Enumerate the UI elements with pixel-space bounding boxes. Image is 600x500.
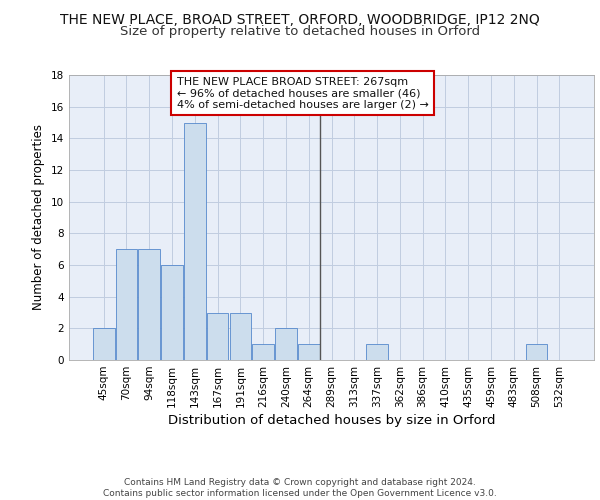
Bar <box>207 312 229 360</box>
Bar <box>366 344 388 360</box>
Bar <box>526 344 547 360</box>
Bar <box>230 312 251 360</box>
Bar <box>116 249 137 360</box>
Bar <box>93 328 115 360</box>
Text: THE NEW PLACE BROAD STREET: 267sqm
← 96% of detached houses are smaller (46)
4% : THE NEW PLACE BROAD STREET: 267sqm ← 96%… <box>176 76 428 110</box>
Bar <box>139 249 160 360</box>
Text: Size of property relative to detached houses in Orford: Size of property relative to detached ho… <box>120 25 480 38</box>
Text: THE NEW PLACE, BROAD STREET, ORFORD, WOODBRIDGE, IP12 2NQ: THE NEW PLACE, BROAD STREET, ORFORD, WOO… <box>60 12 540 26</box>
Bar <box>298 344 320 360</box>
Bar <box>184 122 206 360</box>
Bar <box>275 328 297 360</box>
Bar <box>161 265 183 360</box>
Bar <box>253 344 274 360</box>
X-axis label: Distribution of detached houses by size in Orford: Distribution of detached houses by size … <box>168 414 495 427</box>
Text: Contains HM Land Registry data © Crown copyright and database right 2024.
Contai: Contains HM Land Registry data © Crown c… <box>103 478 497 498</box>
Y-axis label: Number of detached properties: Number of detached properties <box>32 124 46 310</box>
